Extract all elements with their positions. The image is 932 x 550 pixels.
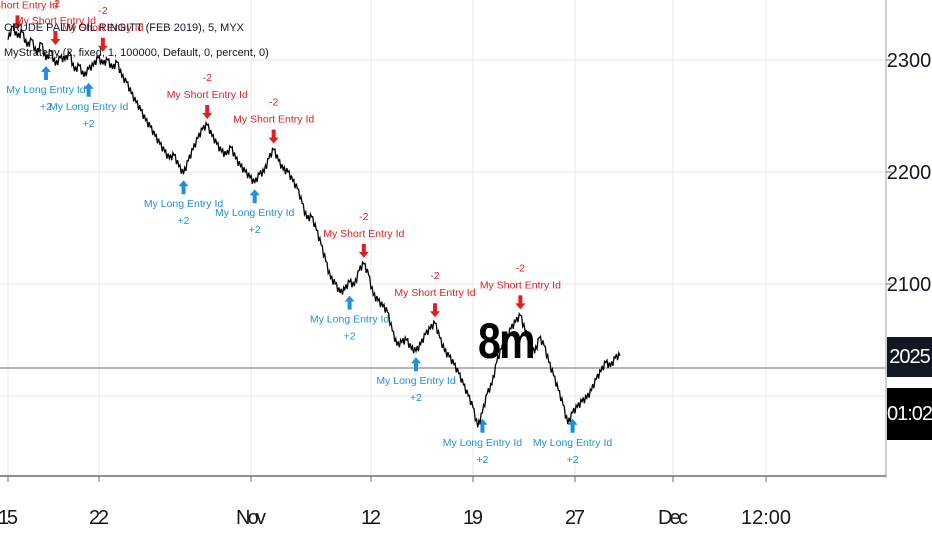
signal-qty: +2	[344, 331, 356, 343]
signal-label: My Long Entry Id	[144, 198, 224, 210]
long-entry-signal[interactable]: My Long Entry Id +2	[49, 82, 129, 130]
signal-qty: -2	[359, 211, 368, 223]
short-entry-signal[interactable]: My Short Entry Id -2	[394, 270, 476, 318]
short-entry-signal[interactable]: My Short Entry Id -2	[233, 97, 314, 144]
short-arrow-icon	[97, 37, 108, 52]
time-tick-label: 27	[565, 507, 585, 529]
time-tick-label: 15	[0, 507, 18, 529]
signal-label: My Long Entry Id	[49, 101, 129, 113]
signal-qty: -2	[269, 97, 278, 109]
signal-label: My Short Entry Id	[0, 0, 58, 11]
time-tick-label: 22	[89, 507, 109, 529]
signal-qty: +2	[476, 454, 488, 466]
signal-qty: +2	[249, 224, 261, 236]
long-entry-signal[interactable]: My Long Entry Id +2	[215, 189, 295, 236]
price-series-line	[7, 24, 621, 428]
long-arrow-icon	[40, 66, 51, 80]
short-entry-signal[interactable]: My Short Entry Id-2	[0, 0, 58, 30]
signal-label: My Short Entry Id	[323, 228, 404, 240]
time-tick-label: Nov	[236, 507, 266, 529]
long-entry-signal[interactable]: My Long Entry Id +2	[144, 180, 224, 227]
long-entry-signal[interactable]: My Long Entry Id +2	[533, 418, 613, 466]
strategy-legend[interactable]: MyStrategy (2, fixed, 1, 100000, Default…	[4, 47, 269, 59]
short-arrow-icon	[12, 15, 23, 30]
signal-label: My Short Entry Id	[62, 22, 143, 34]
signal-qty: -2	[98, 5, 107, 17]
signal-label: My Long Entry Id	[215, 207, 295, 219]
signal-label: My Long Entry Id	[6, 84, 86, 96]
long-entry-signal[interactable]: My Long Entry Id +2	[443, 418, 523, 466]
grid-lines	[0, 0, 886, 476]
signal-label: My Short Entry Id	[15, 15, 96, 27]
signal-label: My Short Entry Id	[233, 114, 314, 126]
signal-qty: -2	[51, 0, 60, 10]
long-entry-signal[interactable]: My Long Entry Id +2	[6, 66, 86, 113]
price-tick-label: 2100	[887, 274, 932, 296]
short-entry-signal[interactable]: My Short Entry Id -2	[15, 0, 96, 46]
symbol-title[interactable]: CRUDE PALM OIL RINGITT (FEB 2019), 5, MY…	[4, 22, 245, 34]
time-tick-label: 12:00	[741, 507, 791, 529]
short-entry-signal[interactable]: My Short Entry Id -2	[167, 72, 248, 119]
long-entry-signal[interactable]: My Long Entry Id +2	[376, 357, 456, 404]
signal-label: My Long Entry Id	[310, 314, 390, 326]
bar-countdown-label: 01:02	[887, 388, 932, 440]
strategy-signals: My Short Entry Id-2My Long Entry Id+2My …	[0, 0, 612, 466]
long-arrow-icon	[249, 189, 260, 204]
short-arrow-icon	[268, 129, 279, 144]
signal-qty: +2	[410, 392, 422, 404]
signal-qty: -2	[516, 262, 525, 274]
short-arrow-icon	[50, 31, 61, 46]
long-arrow-icon	[83, 82, 94, 97]
short-entry-signal[interactable]: My Short Entry Id -2	[480, 262, 561, 310]
signal-qty: +2	[567, 454, 579, 466]
signal-label: My Long Entry Id	[443, 437, 523, 449]
time-tick-label: Dec	[658, 507, 688, 529]
signal-qty: +2	[178, 215, 190, 227]
signal-label: My Short Entry Id	[480, 279, 561, 291]
price-axis[interactable]: 2100 2200 2300	[886, 50, 931, 296]
signal-label: My Short Entry Id	[167, 89, 248, 101]
signal-label: My Long Entry Id	[533, 437, 613, 449]
short-arrow-icon	[202, 104, 213, 119]
long-arrow-icon	[411, 357, 421, 372]
long-arrow-icon	[178, 180, 189, 195]
short-arrow-icon	[358, 243, 369, 258]
long-arrow-icon	[567, 418, 578, 433]
signal-label: My Long Entry Id	[376, 375, 456, 387]
short-arrow-icon	[429, 303, 440, 318]
price-tick-label: 2200	[887, 162, 932, 184]
signal-qty: +2	[83, 118, 95, 130]
short-arrow-icon	[515, 295, 526, 310]
signal-label: My Short Entry Id	[394, 287, 475, 299]
timeframe-watermark: 8m	[478, 313, 536, 369]
last-price-label: 2025	[887, 337, 932, 377]
long-arrow-icon	[344, 295, 355, 310]
signal-qty: +2	[40, 101, 52, 113]
time-tick-label: 12	[361, 507, 381, 529]
short-entry-signal[interactable]: My Short Entry Id -2	[323, 211, 405, 258]
signal-qty: -2	[203, 72, 212, 84]
long-entry-signal[interactable]: My Long Entry Id +2	[310, 295, 390, 343]
time-tick-label: 19	[463, 507, 483, 529]
signal-qty: -2	[430, 270, 439, 282]
price-tick-label: 2300	[887, 50, 932, 72]
short-entry-signal[interactable]: My Short Entry Id -2	[62, 5, 144, 52]
time-axis[interactable]: 15 22 Nov 12 19 27 Dec 12:00	[0, 476, 791, 529]
